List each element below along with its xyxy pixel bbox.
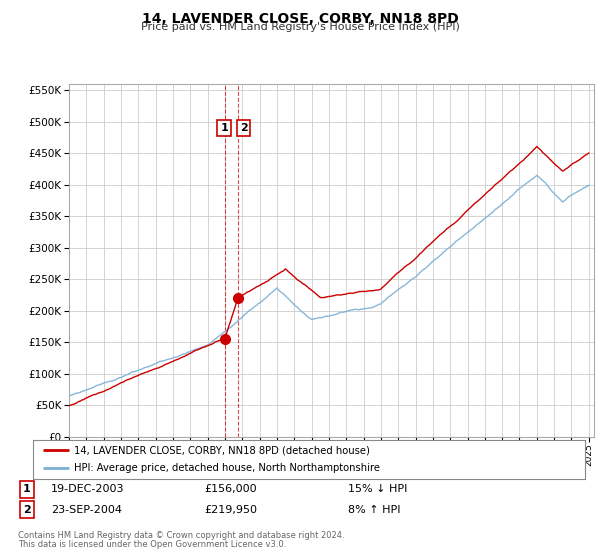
- Text: Contains HM Land Registry data © Crown copyright and database right 2024.: Contains HM Land Registry data © Crown c…: [18, 531, 344, 540]
- Text: 1: 1: [23, 484, 31, 494]
- Text: 15% ↓ HPI: 15% ↓ HPI: [348, 484, 407, 494]
- Text: 2: 2: [240, 123, 248, 133]
- Text: HPI: Average price, detached house, North Northamptonshire: HPI: Average price, detached house, Nort…: [74, 463, 380, 473]
- Text: This data is licensed under the Open Government Licence v3.0.: This data is licensed under the Open Gov…: [18, 540, 286, 549]
- Text: 1: 1: [220, 123, 228, 133]
- Text: 8% ↑ HPI: 8% ↑ HPI: [348, 505, 401, 515]
- Text: 19-DEC-2003: 19-DEC-2003: [51, 484, 125, 494]
- Text: 2: 2: [23, 505, 31, 515]
- Text: 14, LAVENDER CLOSE, CORBY, NN18 8PD: 14, LAVENDER CLOSE, CORBY, NN18 8PD: [142, 12, 458, 26]
- Text: £156,000: £156,000: [204, 484, 257, 494]
- Text: 23-SEP-2004: 23-SEP-2004: [51, 505, 122, 515]
- Text: 14, LAVENDER CLOSE, CORBY, NN18 8PD (detached house): 14, LAVENDER CLOSE, CORBY, NN18 8PD (det…: [74, 445, 370, 455]
- Text: Price paid vs. HM Land Registry's House Price Index (HPI): Price paid vs. HM Land Registry's House …: [140, 22, 460, 32]
- Text: £219,950: £219,950: [204, 505, 257, 515]
